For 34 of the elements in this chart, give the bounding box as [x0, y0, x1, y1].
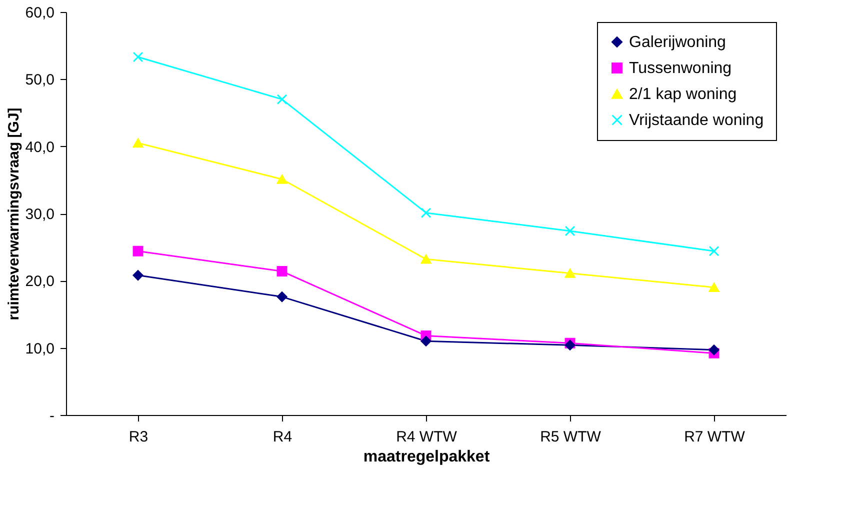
y-tick-label: 40,0 — [25, 138, 54, 156]
point — [564, 268, 576, 278]
x-tick-label: R3 — [128, 428, 148, 446]
point — [420, 254, 432, 264]
point — [276, 94, 288, 105]
legend-label: Galerijwoning — [629, 34, 726, 51]
x-tick-label: R7 WTW — [684, 428, 746, 446]
point — [276, 292, 288, 302]
point — [708, 282, 720, 292]
point — [276, 266, 288, 276]
y-tick-label: 60,0 — [25, 4, 54, 22]
y-tick-label: 20,0 — [25, 273, 54, 290]
y-tick-label: - — [50, 408, 54, 424]
x-tick-label: R4 — [272, 428, 292, 446]
legend-label: Tussenwoning — [629, 60, 732, 77]
point — [132, 270, 144, 281]
point — [276, 174, 288, 184]
x-axis-title: maatregelpakket — [363, 448, 490, 466]
point — [420, 208, 432, 218]
point — [132, 138, 144, 148]
x-tick-label: R4 WTW — [396, 428, 458, 446]
point — [420, 336, 432, 346]
x-tick-label: R5 WTW — [540, 428, 602, 446]
point — [708, 246, 720, 256]
point — [564, 226, 576, 236]
y-tick-label: 10,0 — [25, 340, 54, 358]
legend-label: Vrijstaande woning — [629, 112, 764, 129]
y-tick-label: 50,0 — [25, 72, 54, 89]
legend-label: 2/1 kap woning — [629, 86, 737, 103]
y-axis-title: ruimteverwarmingsvraag [GJ] — [5, 108, 22, 320]
point — [132, 52, 144, 62]
point — [132, 246, 144, 256]
point — [708, 344, 720, 356]
y-tick-label: 30,0 — [25, 206, 54, 223]
